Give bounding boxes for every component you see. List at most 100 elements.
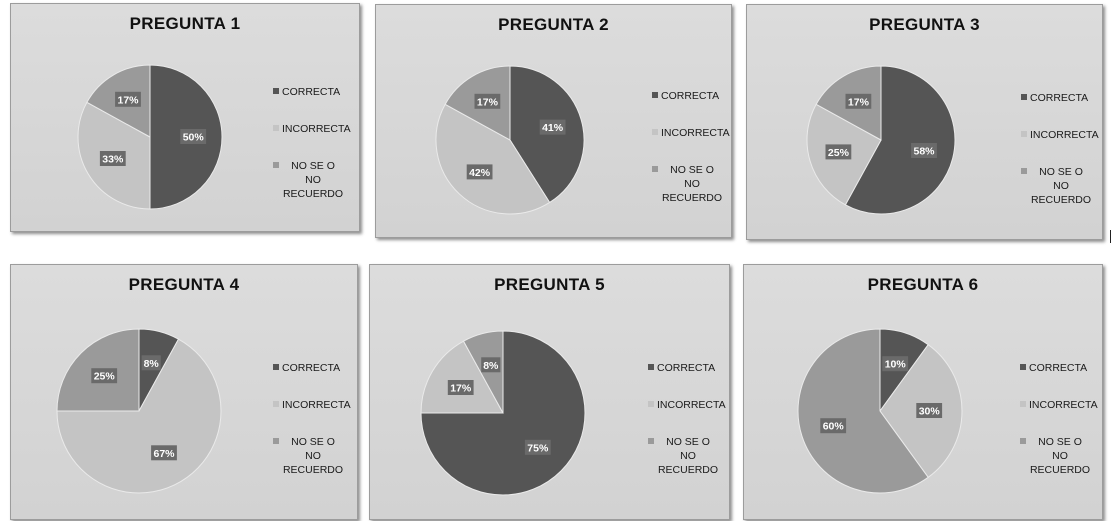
legend-label: NO SE O NO RECUERDO <box>282 436 344 476</box>
legend-item: CORRECTA <box>1020 361 1087 375</box>
chart-panel-2: PREGUNTA 2 41% 42% 17% CORRECTA INCORRECTA NO … <box>375 4 732 238</box>
data-label: 60% <box>820 418 847 434</box>
data-label: 10% <box>882 356 909 372</box>
legend-item: CORRECTA <box>648 361 715 375</box>
legend-swatch <box>1020 364 1026 370</box>
svg-text:30%: 30% <box>919 406 941 418</box>
pie-chart: 75% 17% 8% <box>420 330 586 496</box>
data-label: 17% <box>447 380 474 395</box>
svg-text:8%: 8% <box>144 358 160 370</box>
chart-panel-3: PREGUNTA 3 58% 25% 17% CORRECTA INCORRECTA NO … <box>746 4 1103 240</box>
data-label: 30% <box>916 403 943 418</box>
pie-slice-incorrecta <box>56 338 222 494</box>
legend-swatch <box>273 438 279 444</box>
legend-item: INCORRECTA <box>1020 398 1098 412</box>
svg-text:41%: 41% <box>542 122 564 134</box>
svg-text:17%: 17% <box>848 96 870 108</box>
svg-text:60%: 60% <box>823 421 845 433</box>
data-label: 17% <box>115 91 141 107</box>
legend-label: CORRECTA <box>1030 92 1089 104</box>
legend-swatch <box>273 125 279 131</box>
pie-chart: 10% 30% 60% <box>797 328 963 494</box>
legend-swatch <box>273 162 279 168</box>
legend-item: NO SE O NO RECUERDO <box>648 435 719 477</box>
legend-item: NO SE O NO RECUERDO <box>1021 165 1092 207</box>
legend-label: NO SE O NO RECUERDO <box>282 160 344 200</box>
legend-label: CORRECTA <box>661 90 720 102</box>
legend-swatch <box>652 129 658 135</box>
svg-text:42%: 42% <box>469 167 491 179</box>
legend-label: INCORRECTA <box>1029 399 1098 411</box>
legend-label: NO SE O NO RECUERDO <box>1030 166 1092 206</box>
chart-title: PREGUNTA 2 <box>498 15 609 34</box>
legend-swatch <box>1020 438 1026 444</box>
data-label: 75% <box>524 439 551 455</box>
pie-chart: 8% 67% 25% <box>56 328 222 494</box>
legend-label: INCORRECTA <box>1030 129 1099 141</box>
legend-swatch <box>652 166 658 172</box>
pie-slice-nose <box>797 328 929 494</box>
legend-label: INCORRECTA <box>661 127 730 139</box>
legend-item: INCORRECTA <box>1021 128 1099 142</box>
pie-chart: 50% 33% 17% <box>77 64 223 210</box>
legend-item: CORRECTA <box>1021 91 1088 105</box>
pie-slice-correcta <box>844 65 956 215</box>
data-label: 25% <box>825 144 852 160</box>
legend-swatch <box>648 364 654 370</box>
chart-title: PREGUNTA 4 <box>128 275 240 294</box>
legend-item: CORRECTA <box>652 89 719 103</box>
chart-title: PREGUNTA 3 <box>869 15 980 34</box>
legend-swatch <box>1021 131 1027 137</box>
data-label: 58% <box>911 143 937 158</box>
pie-slice-incorrecta <box>420 340 504 414</box>
legend-label: CORRECTA <box>282 362 341 374</box>
legend-item: CORRECTA <box>273 85 340 99</box>
data-label: 8% <box>481 357 501 373</box>
legend-item: INCORRECTA <box>273 398 351 412</box>
legend-swatch <box>273 364 279 370</box>
data-label: 33% <box>99 151 126 166</box>
legend-swatch <box>1020 401 1026 407</box>
pie-chart: 41% 42% 17% <box>435 65 585 215</box>
legend-label: NO SE O NO RECUERDO <box>657 436 719 476</box>
legend-swatch <box>273 401 279 407</box>
chart-panel-1: PREGUNTA 1 50% 33% 17% CORRECTA INCORRECTA NO … <box>10 3 360 232</box>
svg-text:50%: 50% <box>183 132 205 144</box>
data-label: 42% <box>466 164 493 180</box>
legend-item: CORRECTA <box>273 361 340 375</box>
svg-text:33%: 33% <box>102 154 124 166</box>
pie-slice-incorrecta <box>435 103 551 215</box>
legend-item: NO SE O NO RECUERDO <box>652 163 723 205</box>
data-label: 67% <box>151 445 177 461</box>
data-label: 17% <box>845 93 872 109</box>
legend-label: CORRECTA <box>282 86 341 98</box>
chart-title: PREGUNTA 5 <box>494 275 605 294</box>
legend-label: NO SE O NO RECUERDO <box>1029 436 1091 476</box>
data-label: 41% <box>539 119 566 135</box>
chart-panel-4: PREGUNTA 4 8% 67% 25% CORRECTA INCORRECTA NO S… <box>10 264 358 520</box>
legend-label: INCORRECTA <box>282 123 351 135</box>
legend-label: CORRECTA <box>1029 362 1088 374</box>
pie-chart: 58% 25% 17% <box>806 65 956 215</box>
legend-item: NO SE O NO RECUERDO <box>273 435 344 477</box>
data-label: 8% <box>141 355 161 371</box>
legend-label: NO SE O NO RECUERDO <box>661 164 723 204</box>
chart-title: PREGUNTA 1 <box>129 14 241 33</box>
legend-swatch <box>1021 94 1027 100</box>
legend-item: NO SE O NO RECUERDO <box>1020 435 1091 477</box>
chart-panel-6: PREGUNTA 6 10% 30% 60% CORRECTA INCORRECTA NO … <box>743 264 1103 520</box>
svg-text:17%: 17% <box>450 383 472 395</box>
chart-panel-5: PREGUNTA 5 75% 17% 8% CORRECTA INCORRECTA NO S… <box>369 264 730 520</box>
svg-text:58%: 58% <box>913 146 935 158</box>
data-label: 50% <box>180 129 207 144</box>
legend-label: INCORRECTA <box>657 399 726 411</box>
legend-swatch <box>652 92 658 98</box>
legend-label: INCORRECTA <box>282 399 351 411</box>
legend-item: INCORRECTA <box>652 126 730 140</box>
svg-text:17%: 17% <box>477 96 499 108</box>
legend-swatch <box>648 438 654 444</box>
text-cursor <box>1110 230 1111 243</box>
chart-title: PREGUNTA 6 <box>867 275 979 294</box>
legend-swatch <box>1021 168 1027 174</box>
svg-text:10%: 10% <box>885 359 907 371</box>
